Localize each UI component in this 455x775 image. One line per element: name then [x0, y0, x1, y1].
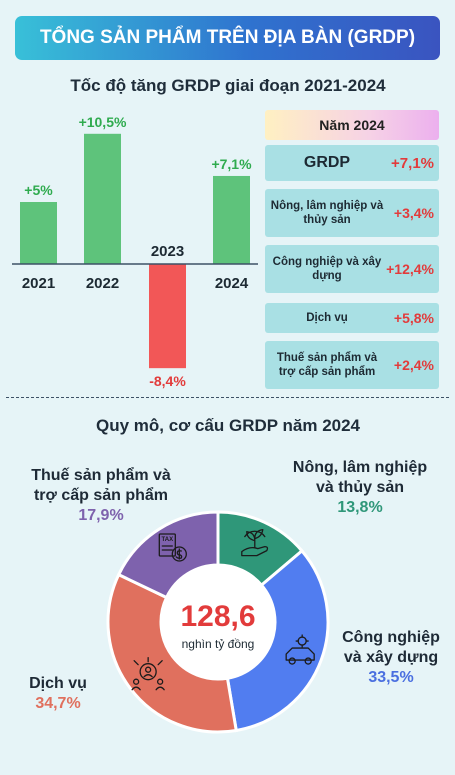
slice-name-line: Dịch vụ [29, 675, 87, 692]
pie-label-product-tax: Thuế sản phẩm và trợ cấp sản phẩm 17,9% [16, 466, 186, 526]
indicator-label: Nông, lâm nghiệp và thủy sản [270, 199, 384, 226]
bar-2023 [149, 264, 186, 369]
indicator-value: +12,4% [386, 261, 434, 277]
pie-slice-1 [225, 548, 330, 733]
bar-2021 [20, 202, 57, 264]
svg-text:TAX: TAX [162, 537, 174, 543]
slice-name-line: trợ cấp sản phẩm [33, 487, 169, 504]
slice-name-line: và thủy sản [315, 479, 405, 496]
bar-2024 [213, 175, 250, 264]
plant-hand-icon [241, 528, 269, 557]
slice-name-line: Nông, lâm nghiệp [292, 459, 428, 476]
indicator-grdp: GRDP +7,1% [265, 145, 439, 181]
indicator-value: +2,4% [393, 357, 434, 373]
indicator-industry: Công nghiệp và xây dựng +12,4% [265, 245, 439, 293]
year-panel-title: Năm 2024 [265, 110, 439, 140]
pie-slice-2 [106, 572, 238, 734]
bar-category-label: 2023 [151, 243, 184, 260]
indicator-value: +5,8% [393, 310, 434, 326]
center-value: 128,6 [180, 600, 255, 633]
pie-label-industry: Công nghiệp và xây dựng 33,5% [332, 628, 450, 688]
slice-percent: 33,5% [368, 669, 414, 686]
center-unit: nghìn tỷ đồng [182, 637, 255, 651]
pie-chart-title: Quy mô, cơ cấu GRDP năm 2024 [95, 416, 361, 435]
donut-hole [162, 566, 274, 678]
bar-2022 [84, 133, 121, 264]
bar-category-label: 2021 [22, 275, 55, 292]
pie-label-services: Dịch vụ 34,7% [8, 674, 108, 714]
tax-money-icon: TAX [158, 533, 187, 562]
indicator-services: Dịch vụ +5,8% [265, 303, 439, 333]
car-gear-icon [285, 634, 315, 665]
slice-name-line: Thuế sản phẩm và [31, 467, 171, 484]
bar-category-label: 2024 [215, 275, 249, 292]
slice-name-line: và xây dựng [343, 649, 439, 666]
banner-title: TỔNG SẢN PHẨM TRÊN ĐỊA BÀN (GRDP) [15, 16, 440, 60]
bar-value-label: +7,1% [211, 156, 252, 172]
indicator-value: +3,4% [393, 205, 434, 221]
bar-category-label: 2022 [86, 275, 119, 292]
slice-percent: 34,7% [35, 695, 81, 712]
service-people-icon [131, 657, 165, 691]
bar-value-label: +10,5% [79, 114, 127, 130]
indicator-product-tax: Thuế sản phẩm và trợ cấp sản phẩm +2,4% [265, 341, 439, 389]
slice-percent: 13,8% [337, 499, 383, 516]
indicator-agriculture: Nông, lâm nghiệp và thủy sản +3,4% [265, 189, 439, 237]
indicator-label: Thuế sản phẩm và trợ cấp sản phẩm [276, 351, 378, 378]
slice-name-line: Công nghiệp [342, 629, 440, 646]
indicator-label: Dịch vụ [306, 311, 348, 324]
bar-chart-title: Tốc độ tăng GRDP giai đoạn 2021-2024 [70, 76, 386, 95]
indicator-label: GRDP [303, 154, 351, 171]
section-divider [6, 397, 449, 398]
indicator-value: +7,1% [391, 154, 434, 172]
pie-slice-3 [116, 510, 220, 600]
pie-label-agriculture: Nông, lâm nghiệp và thủy sản 13,8% [275, 458, 445, 518]
bar-value-label: +5% [24, 182, 53, 198]
bar-value-label: -8,4% [149, 373, 186, 389]
indicator-label: Công nghiệp và xây dựng [272, 255, 382, 282]
slice-percent: 17,9% [78, 507, 124, 524]
